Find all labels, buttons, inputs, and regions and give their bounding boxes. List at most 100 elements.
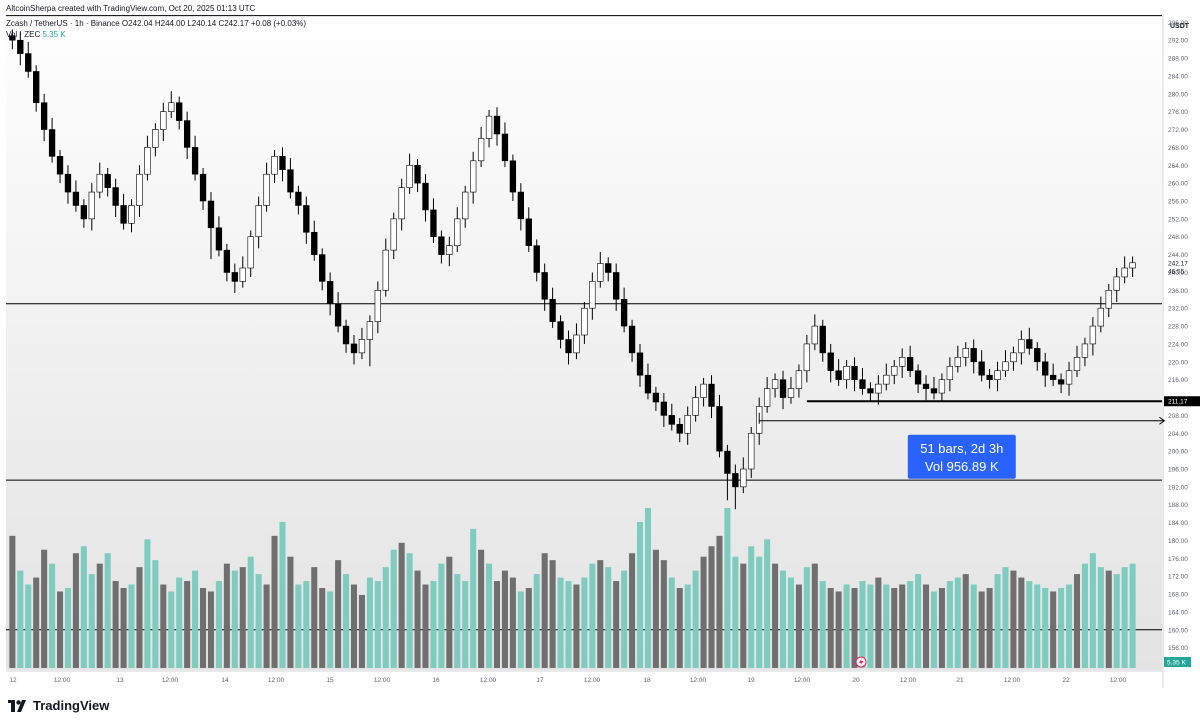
candle-body: [414, 164, 421, 184]
volume-bar: [366, 577, 373, 668]
candle-body: [247, 236, 254, 269]
candle: [136, 165, 143, 218]
candle: [748, 427, 755, 478]
volume-bar: [915, 574, 922, 668]
candle: [223, 243, 231, 282]
candle: [183, 111, 191, 160]
y-tick-label: 192.00: [1168, 484, 1188, 491]
volume-bar: [104, 553, 111, 668]
volume-bar: [1081, 563, 1088, 668]
volume-bar: [549, 560, 556, 668]
candle: [48, 117, 56, 163]
volume-bar: [946, 581, 953, 668]
candle: [1057, 373, 1065, 394]
candle: [938, 373, 946, 402]
candle-body: [668, 415, 675, 425]
candle: [470, 151, 477, 204]
candle: [589, 272, 596, 320]
candle-body: [493, 115, 501, 135]
candle-body: [748, 432, 755, 470]
chart-area[interactable]: USDT 156.00 160.00 164.00 168.00 172.00 176.00…: [0, 0, 1200, 690]
volume-bar: [819, 581, 826, 668]
candle-body: [533, 245, 540, 273]
candle: [581, 301, 588, 344]
candle-body: [183, 120, 191, 148]
y-tick-label: 296.00: [1168, 20, 1188, 27]
tradingview-logo[interactable]: TradingView: [8, 698, 109, 713]
candle-body: [954, 357, 961, 367]
volume-bar: [223, 563, 230, 668]
y-tick-label: 200.00: [1168, 449, 1188, 456]
symbol-legend[interactable]: Zcash / TetherUS · 1h · Binance O242.04 …: [6, 19, 306, 28]
candle-body: [485, 115, 493, 139]
candle-body: [1057, 379, 1065, 385]
candle: [1034, 342, 1041, 371]
candle: [740, 457, 747, 494]
volume-bar: [438, 563, 445, 668]
candle-body: [1097, 307, 1104, 327]
volume-bar: [239, 567, 246, 668]
volume-bar: [430, 581, 437, 668]
candle: [763, 376, 771, 413]
candle-body: [334, 303, 342, 327]
volume-bar: [1113, 574, 1120, 668]
candle-body: [613, 272, 620, 300]
volume-bar: [581, 577, 588, 668]
candle-body: [1105, 290, 1112, 309]
candle: [1097, 296, 1104, 333]
candle-body: [946, 365, 954, 380]
candle-body: [263, 173, 270, 206]
volume-bar: [986, 588, 993, 668]
volume-bar: [851, 588, 858, 668]
candle-body: [636, 352, 644, 376]
volume-bar: [962, 574, 969, 668]
volume-bar: [1002, 567, 1009, 668]
candle: [914, 364, 922, 394]
volume-bar: [764, 539, 771, 668]
volume-bar: [112, 581, 119, 668]
candle: [1018, 330, 1025, 365]
volume-bar: [33, 577, 40, 668]
candle-body: [462, 191, 469, 220]
x-tick-label: 12:00: [162, 677, 179, 684]
x-tick-label: 13: [116, 677, 124, 684]
candle: [247, 230, 254, 277]
y-tick-label: 156.00: [1168, 645, 1188, 652]
volume-bar: [319, 588, 326, 668]
y-tick-label: 284.00: [1168, 73, 1188, 80]
volume-bar: [192, 570, 199, 668]
volume-legend[interactable]: Vol · ZEC 5.35 K: [6, 30, 66, 39]
volume-bar: [374, 581, 381, 668]
candle: [358, 327, 366, 360]
candle-body: [358, 339, 366, 354]
candle: [271, 150, 278, 184]
candle-body: [597, 263, 604, 282]
candle: [390, 212, 397, 260]
volume-bar: [160, 584, 167, 668]
volume-bar: [327, 591, 334, 668]
candle: [628, 319, 636, 362]
volume-bar: [859, 581, 866, 668]
volume-bar: [168, 591, 175, 668]
candle-body: [509, 160, 517, 193]
volume-bar: [271, 535, 278, 668]
x-tick-label: 14: [221, 677, 229, 684]
volume-bar: [144, 539, 151, 668]
footer: TradingView: [0, 690, 1200, 723]
price-chart[interactable]: USDT 156.00 160.00 164.00 168.00 172.00 176.00…: [0, 0, 1200, 690]
y-tick-label: 248.00: [1168, 234, 1188, 241]
candle: [80, 199, 88, 228]
candle: [644, 363, 652, 400]
candle: [787, 376, 795, 404]
volume-bar: [1097, 567, 1104, 668]
volume-bar: [128, 584, 135, 668]
volume-bar: [462, 581, 469, 668]
candle-body: [541, 272, 548, 300]
y-tick-label: 244.00: [1168, 252, 1188, 259]
volume-bar: [780, 570, 787, 668]
candle: [144, 135, 151, 181]
candle-body: [827, 352, 834, 372]
volume-bar: [263, 584, 270, 668]
candle: [17, 31, 24, 66]
candle: [708, 375, 715, 419]
